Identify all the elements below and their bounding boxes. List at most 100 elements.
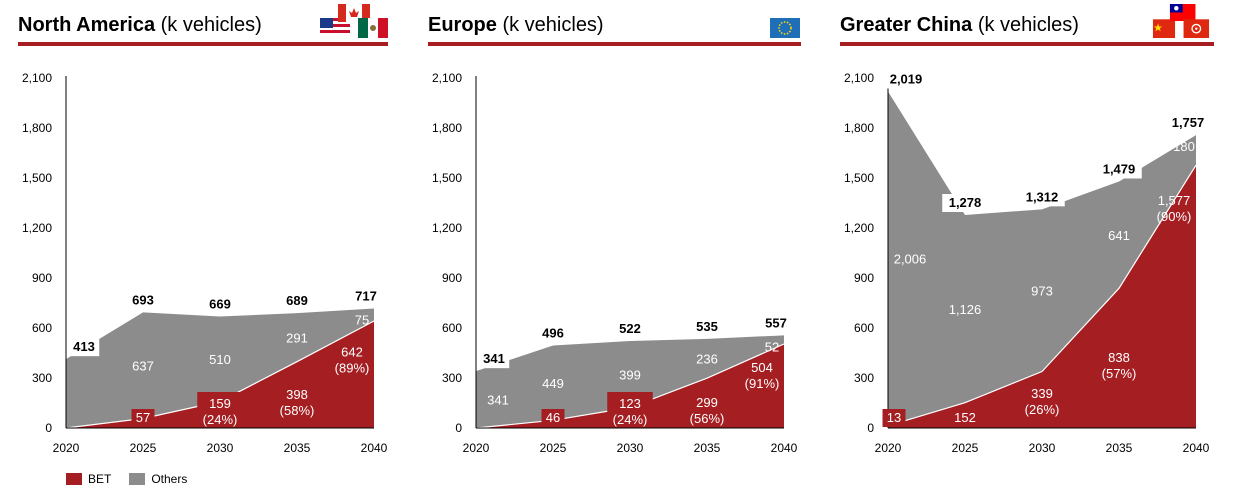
mexico-flag-icon <box>358 18 388 38</box>
bet-share-label: (90%) <box>1157 209 1192 224</box>
others-value-label: 510 <box>209 352 231 367</box>
x-tick-label: 2040 <box>361 441 388 455</box>
bet-area <box>476 344 784 428</box>
title-rule <box>428 42 801 46</box>
x-tick-label: 2035 <box>284 441 311 455</box>
flag-group <box>770 18 800 38</box>
chart-title-unit: (k vehicles) <box>972 14 1079 36</box>
total-label: 557 <box>765 315 787 330</box>
chart-panel-north-america: North America (k vehicles) 0 300 600 900 1,2… <box>18 0 408 470</box>
title-rule <box>840 42 1214 46</box>
legend-swatch-bet <box>66 473 82 485</box>
chart-title: Greater China (k vehicles) <box>840 14 1079 37</box>
bet-value-label: 159 <box>209 396 231 411</box>
others-value-label: 341 <box>487 393 509 408</box>
x-tick-label: 2030 <box>617 441 644 455</box>
total-label-pad <box>942 194 988 212</box>
y-tick-label: 0 <box>45 421 52 435</box>
bet-value-label: 504 <box>751 360 773 375</box>
bet-value-label: 838 <box>1108 350 1130 365</box>
total-label-pad <box>281 292 313 311</box>
bet-share-label: (89%) <box>335 361 370 376</box>
total-label-pad <box>478 350 510 369</box>
bet-value-label: 299 <box>696 395 718 410</box>
y-tick-label: 0 <box>455 421 462 435</box>
chart-title-region: Greater China <box>840 14 973 36</box>
bet-area <box>888 165 1196 428</box>
total-label: 717 <box>355 289 377 304</box>
total-label: 341 <box>483 351 505 366</box>
total-label: 522 <box>619 321 641 336</box>
others-value-label: 449 <box>542 376 564 391</box>
others-value-label: 2,006 <box>894 252 927 267</box>
total-label-pad <box>760 314 792 333</box>
chart-title: Europe (k vehicles) <box>428 14 604 37</box>
chart-panel-europe: Europe (k vehicles) 0 300 600 900 1,200 1,500… <box>428 0 818 470</box>
bet-boundary-line <box>887 164 1197 427</box>
total-label: 535 <box>696 319 718 334</box>
others-area <box>888 91 1196 426</box>
x-tick-label: 2035 <box>1106 441 1133 455</box>
y-tick-label: 1,200 <box>432 221 462 235</box>
others-value-label: 637 <box>132 358 154 373</box>
y-tick-label: 1,800 <box>22 121 52 135</box>
total-label: 1,479 <box>1103 162 1136 177</box>
bet-share-label: (24%) <box>613 412 648 427</box>
legend-item-others: Others <box>129 472 187 486</box>
chart-title: North America (k vehicles) <box>18 14 262 37</box>
bet-share-label: (58%) <box>280 403 315 418</box>
total-label-pad <box>1019 188 1065 207</box>
bet-value-label: 1,577 <box>1158 193 1191 208</box>
x-tick-label: 2020 <box>463 441 490 455</box>
others-value-label: 291 <box>286 330 308 345</box>
others-value-label: 236 <box>696 352 718 367</box>
y-tick-label: 900 <box>32 271 52 285</box>
bet-label-pad <box>541 409 565 427</box>
total-label-pad <box>1165 114 1211 133</box>
y-tick-label: 1,200 <box>22 221 52 235</box>
bet-area <box>66 321 374 428</box>
x-tick-label: 2030 <box>1029 441 1056 455</box>
canada-flag-icon <box>338 4 370 22</box>
legend-swatch-others <box>129 473 146 485</box>
flag-group <box>1152 4 1210 38</box>
china-flag-icon <box>1152 19 1176 38</box>
legend: BET Others <box>66 472 205 486</box>
hong-kong-flag-icon <box>1183 19 1210 38</box>
y-tick-label: 2,100 <box>22 71 52 85</box>
total-label: 1,278 <box>949 195 982 210</box>
total-label-pad <box>204 295 236 314</box>
area-chart: 0 300 600 900 1,200 1,500 1,800 2,100 2020 2025 20… <box>22 71 388 455</box>
total-label: 2,019 <box>890 72 923 87</box>
others-value-label: 1,126 <box>949 302 982 317</box>
y-tick-label: 1,500 <box>844 171 874 185</box>
total-label: 496 <box>542 326 564 341</box>
y-tick-label: 300 <box>854 371 874 385</box>
total-label-pad <box>614 320 646 338</box>
total-label: 1,757 <box>1172 115 1205 130</box>
y-tick-label: 600 <box>854 321 874 335</box>
chart-title-unit: (k vehicles) <box>496 14 604 36</box>
total-label: 693 <box>132 292 154 307</box>
total-label-pad <box>1096 160 1142 179</box>
legend-item-bet: BET <box>66 472 111 486</box>
y-tick-label: 1,200 <box>844 221 874 235</box>
us-flag-icon <box>320 18 350 36</box>
others-value-label: 399 <box>619 367 641 382</box>
x-tick-label: 2025 <box>952 441 979 455</box>
x-tick-label: 2020 <box>53 441 80 455</box>
y-tick-label: 0 <box>867 421 874 435</box>
bet-label-pad <box>882 409 906 427</box>
eu-flag-icon <box>770 18 800 38</box>
others-value-label: 973 <box>1031 283 1053 298</box>
total-label: 689 <box>286 293 308 308</box>
chart-title-region: Europe <box>428 14 497 36</box>
chart-panel-greater-china: Greater China (k vehicles) 0 300 600 900 1,2… <box>840 0 1230 470</box>
y-tick-label: 2,100 <box>432 71 462 85</box>
bet-value-label: 123 <box>619 396 641 411</box>
total-label: 1,312 <box>1026 189 1059 204</box>
total-label-pad <box>68 338 100 357</box>
taiwan-flag-icon <box>1169 4 1196 21</box>
bet-label-pad <box>197 392 243 426</box>
total-label: 413 <box>73 339 95 354</box>
